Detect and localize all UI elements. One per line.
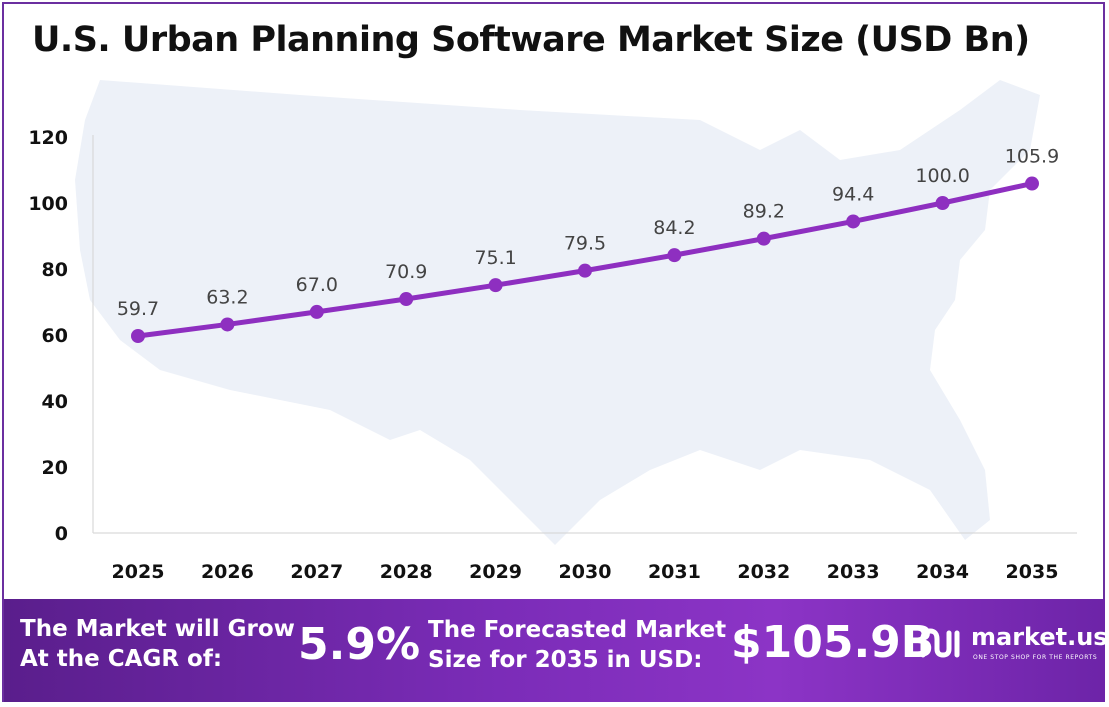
y-tick-label: 0: [55, 523, 68, 545]
cagr-label-line2: At the CAGR of:: [20, 646, 223, 672]
x-tick-label: 2026: [201, 561, 254, 583]
x-tick-label: 2033: [827, 561, 880, 583]
data-label: 59.7: [117, 298, 159, 320]
forecast-label-line1: The Forecasted Market: [428, 617, 727, 643]
footer-banner: The Market will Grow At the CAGR of: 5.9…: [4, 599, 1108, 702]
data-point: [667, 248, 682, 263]
data-label: 63.2: [206, 286, 248, 308]
x-tick-label: 2029: [469, 561, 522, 583]
data-point: [1025, 176, 1039, 191]
brand-tagline: ONE STOP SHOP FOR THE REPORTS: [973, 654, 1098, 661]
data-label: 94.4: [832, 183, 874, 205]
data-label: 89.2: [743, 201, 785, 223]
forecast-label: The Forecasted Market Size for 2035 in U…: [428, 615, 726, 675]
y-tick-label: 120: [28, 127, 68, 149]
x-tick-label: 2032: [737, 561, 790, 583]
data-point: [399, 292, 414, 307]
forecast-value: $105.9B: [731, 617, 935, 668]
y-tick-label: 40: [42, 391, 68, 413]
brand-logo: market.us ONE STOP SHOP FOR THE REPORTS: [919, 621, 1108, 671]
market-us-logo-icon: [920, 628, 960, 658]
x-tick-label: 2031: [648, 561, 701, 583]
brand-name: market.us: [971, 623, 1108, 651]
data-label: 67.0: [296, 274, 338, 296]
data-label: 70.9: [385, 261, 427, 283]
y-tick-label: 60: [42, 325, 68, 347]
data-label: 75.1: [474, 247, 516, 269]
data-point: [846, 214, 861, 229]
data-label: 84.2: [653, 217, 695, 239]
cagr-value: 5.9%: [298, 619, 421, 670]
forecast-label-line2: Size for 2035 in USD:: [428, 647, 703, 673]
x-tick-label: 2025: [112, 561, 165, 583]
y-tick-label: 100: [28, 193, 68, 215]
x-tick-label: 2030: [559, 561, 612, 583]
data-point: [220, 317, 235, 332]
data-label: 79.5: [564, 233, 606, 255]
data-point: [756, 231, 771, 246]
cagr-label: The Market will Grow At the CAGR of:: [20, 614, 295, 674]
cagr-label-line1: The Market will Grow: [20, 616, 295, 642]
x-tick-label: 2035: [1006, 561, 1059, 583]
y-tick-label: 20: [42, 457, 68, 479]
line-chart: 0 20 40 60 80 100 120 2025 2026 2027 2028 2029 2030…: [28, 80, 1077, 583]
data-point: [935, 196, 950, 210]
x-tick-label: 2027: [290, 561, 343, 583]
data-point: [131, 328, 145, 343]
x-tick-label: 2034: [916, 561, 969, 583]
chart-title: U.S. Urban Planning Software Market Size…: [32, 20, 1030, 60]
us-map-background: [75, 80, 1040, 545]
data-label: 100.0: [915, 165, 969, 187]
x-tick-label: 2028: [380, 561, 433, 583]
y-tick-label: 80: [42, 259, 68, 281]
data-label: 105.9: [1005, 146, 1059, 168]
data-point: [488, 278, 503, 293]
data-point: [578, 263, 592, 278]
data-point: [309, 304, 324, 319]
